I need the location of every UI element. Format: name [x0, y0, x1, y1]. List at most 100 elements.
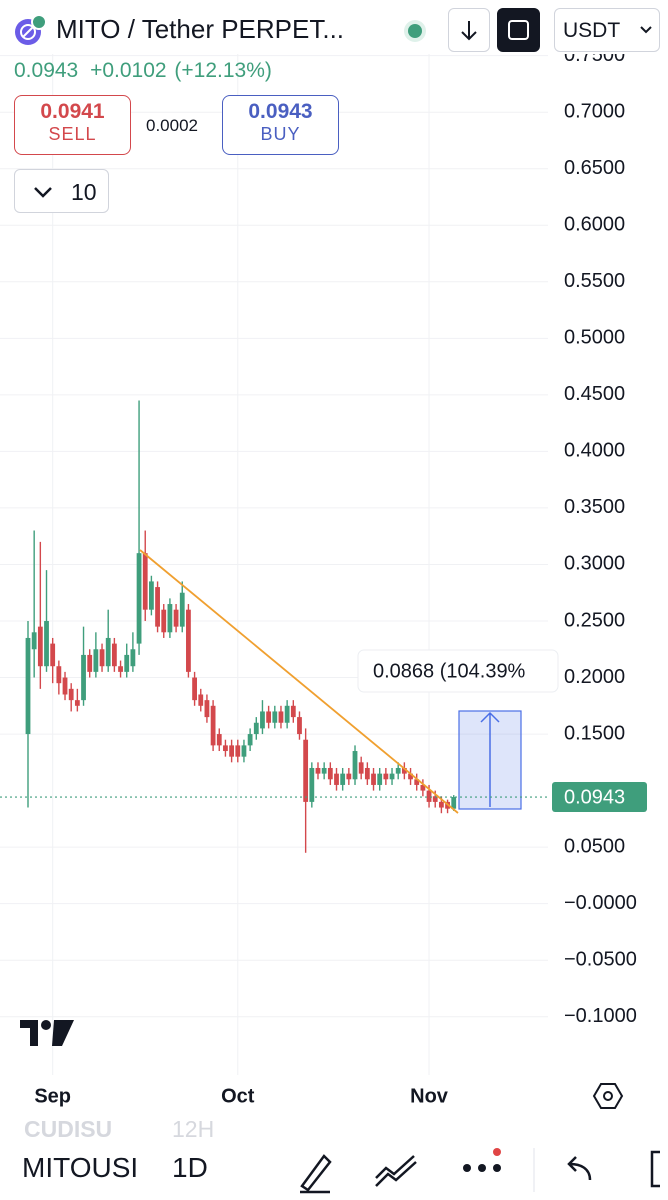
- sell-button[interactable]: 0.0941 SELL: [14, 95, 131, 155]
- buy-price: 0.0943: [248, 100, 313, 123]
- change: +0.0102: [90, 59, 167, 82]
- candle-body: [334, 773, 339, 785]
- chevron: [640, 26, 652, 34]
- candle-body: [241, 745, 247, 757]
- y-tick-label: 0.2500: [564, 609, 625, 631]
- more-icon[interactable]: [463, 1148, 501, 1172]
- candle-body: [321, 767, 327, 774]
- status-dot: [408, 24, 422, 38]
- candle-body: [278, 711, 284, 723]
- quote-select[interactable]: USDT: [554, 8, 660, 52]
- chevron: [34, 187, 52, 198]
- fullscreen-button[interactable]: [497, 8, 540, 52]
- candle-body: [93, 649, 99, 672]
- y-tick-label: 0.2000: [564, 666, 625, 688]
- symbol-title[interactable]: MITO / Tether PERPET...: [56, 14, 345, 44]
- candle-body: [204, 700, 210, 718]
- y-tick-label: 0.0500: [564, 835, 625, 857]
- candle-body: [371, 773, 376, 785]
- draw-icon[interactable]: [300, 1154, 332, 1194]
- download-button[interactable]: [448, 8, 490, 52]
- candle-body: [253, 722, 259, 735]
- price-line: 0.0943 +0.0102 (+12.13%): [14, 59, 272, 83]
- y-tick-label: 0.1500: [564, 722, 625, 744]
- x-tick-label: Sep: [34, 1085, 71, 1107]
- candle-body: [186, 609, 191, 672]
- candle-body: [358, 762, 364, 774]
- candle-body: [315, 767, 321, 774]
- more-tools-icon[interactable]: [650, 1150, 660, 1188]
- measure-arrow: [480, 711, 500, 807]
- quantity-select[interactable]: 10: [14, 169, 109, 213]
- y-tick-label: 0.4000: [564, 440, 625, 462]
- candle-body: [105, 637, 111, 667]
- settings-button[interactable]: [592, 1080, 624, 1112]
- last-price-tag: [552, 782, 647, 813]
- candle-body: [229, 745, 235, 757]
- candle-body: [179, 592, 185, 627]
- y-tick-label: 0.4500: [564, 383, 625, 405]
- status-button[interactable]: [395, 8, 435, 54]
- x-tick-label: Oct: [221, 1085, 255, 1107]
- toolbar-symbol[interactable]: MITOUSI: [22, 1152, 139, 1183]
- last-price: 0.0943: [14, 59, 79, 82]
- candle-body: [111, 643, 117, 667]
- toolbar-icons: [300, 1148, 660, 1194]
- candle-body: [383, 773, 389, 780]
- candle-body: [68, 688, 74, 701]
- candle-body: [235, 745, 241, 757]
- candle-body: [216, 734, 222, 746]
- buy-button[interactable]: 0.0943 BUY: [222, 95, 339, 155]
- x-tick-label: Nov: [410, 1085, 449, 1107]
- candle-body: [297, 717, 302, 735]
- candle-body: [118, 666, 123, 672]
- toolbar-interval-faded[interactable]: 12H: [172, 1116, 215, 1142]
- candle-body: [352, 751, 358, 780]
- candle-body: [364, 767, 370, 780]
- candle-body: [74, 700, 80, 706]
- sell-price: 0.0941: [40, 100, 105, 123]
- candle-body: [167, 604, 173, 633]
- candle-body: [198, 694, 204, 706]
- candle-body: [432, 796, 438, 802]
- y-tick-label: −0.0000: [564, 892, 637, 914]
- y-tick-label: 0.5000: [564, 327, 625, 349]
- quote-select-text: USDT: [563, 19, 621, 42]
- candle-body: [56, 666, 62, 684]
- candle-body: [142, 553, 148, 610]
- y-tick-label: 0.7000: [564, 100, 625, 122]
- y-tick-label: −0.1000: [564, 1005, 637, 1027]
- candle-body: [44, 620, 49, 667]
- measure-label: 0.0868 (104.39%: [373, 660, 526, 682]
- lines-icon[interactable]: [375, 1155, 417, 1187]
- y-tick-label: 0.6000: [564, 214, 625, 236]
- undo-icon[interactable]: [567, 1156, 592, 1181]
- candle-body: [426, 790, 432, 802]
- tv-logo: [20, 1020, 74, 1046]
- candle-body: [87, 654, 93, 672]
- toolbar-interval[interactable]: 1D: [172, 1152, 208, 1183]
- candle-body: [290, 705, 296, 718]
- toolbar-symbol-faded[interactable]: CUDISU: [24, 1116, 113, 1142]
- candle-body: [340, 773, 346, 785]
- fullscreen-icon: [508, 20, 529, 40]
- measure-label-bg: [357, 649, 559, 693]
- y-tick-label: 0.5500: [564, 270, 625, 292]
- candle-body: [62, 677, 68, 695]
- candle-body: [155, 587, 160, 627]
- candle-body: [309, 767, 315, 802]
- candle-body: [130, 649, 136, 667]
- candle-body: [272, 711, 278, 723]
- candle-body: [173, 609, 179, 627]
- status-dot-ring: [404, 20, 426, 42]
- spread: 0.0002: [146, 116, 198, 135]
- coin-logo[interactable]: [14, 14, 48, 48]
- candle-body: [260, 711, 265, 729]
- candle-body: [31, 632, 37, 650]
- candle-body: [327, 767, 333, 780]
- candle-body: [37, 626, 43, 667]
- y-tick-label: 0.3500: [564, 496, 625, 518]
- candle-body: [438, 801, 444, 808]
- candle-body: [210, 705, 216, 746]
